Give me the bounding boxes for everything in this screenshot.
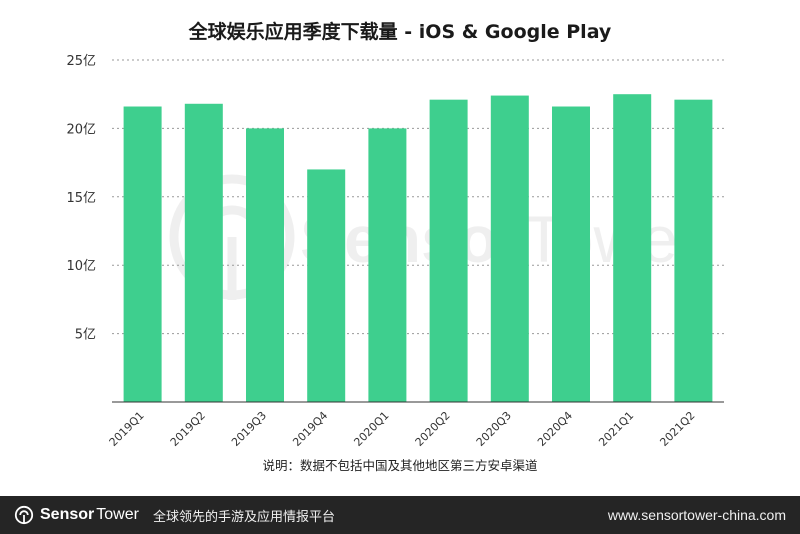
x-tick-label: 2020Q1 <box>351 409 391 449</box>
x-tick-label: 2020Q2 <box>413 409 453 449</box>
y-tick-label: 25亿 <box>66 54 96 69</box>
bar-2019Q4 <box>307 169 346 402</box>
bar-2021Q2 <box>674 99 713 402</box>
y-tick-label: 10亿 <box>66 259 96 274</box>
x-tick-label: 2020Q4 <box>535 409 575 449</box>
footer-brand: Sensor Tower <box>14 505 139 525</box>
x-axis-labels: 2019Q1 2019Q2 2019Q3 2019Q4 2020Q1 2020Q2 2020… <box>107 409 698 449</box>
bar-2020Q2 <box>429 99 468 402</box>
y-axis-ticks: 5亿 10亿 15亿 20亿 25亿 <box>66 54 96 343</box>
footer-brand-tower: Tower <box>96 506 139 523</box>
footer-url[interactable]: www.sensortower-china.com <box>607 507 786 523</box>
x-tick-label: 2021Q2 <box>657 409 697 449</box>
y-tick-label: 15亿 <box>66 191 96 206</box>
x-tick-label: 2019Q3 <box>229 409 269 449</box>
bar-2020Q4 <box>552 106 590 403</box>
footer-tagline: 全球领先的手游及应用情报平台 <box>152 509 335 525</box>
chart-note: 说明：数据不包括中国及其他地区第三方安卓渠道 <box>262 458 538 473</box>
chart-title: 全球娱乐应用季度下载量 - iOS & Google Play <box>188 20 612 43</box>
x-tick-label: 2021Q1 <box>596 409 636 449</box>
chart-area: SensorTower 全球娱乐应用季度下载量 - iOS & Google P… <box>66 20 724 473</box>
sensortower-logo-icon <box>14 505 34 525</box>
y-tick-label: 20亿 <box>66 122 96 137</box>
bar-2019Q2 <box>184 103 223 402</box>
footer-bar: Sensor Tower 全球领先的手游及应用情报平台 www.sensorto… <box>0 496 800 534</box>
y-tick-label: 5亿 <box>75 328 96 343</box>
x-tick-label: 2020Q3 <box>474 409 514 449</box>
bar-2020Q1 <box>368 128 407 402</box>
bar-2021Q1 <box>613 94 652 402</box>
bar-chart: SensorTower 全球娱乐应用季度下载量 - iOS & Google P… <box>66 20 724 473</box>
bar-2020Q3 <box>490 95 529 403</box>
x-tick-label: 2019Q4 <box>290 409 330 449</box>
x-tick-label: 2019Q2 <box>168 409 208 449</box>
footer-brand-sensor: Sensor <box>40 506 95 523</box>
x-tick-label: 2019Q1 <box>107 409 147 449</box>
bar-2019Q1 <box>123 106 162 403</box>
bars <box>123 94 713 403</box>
bar-2019Q3 <box>246 128 284 402</box>
